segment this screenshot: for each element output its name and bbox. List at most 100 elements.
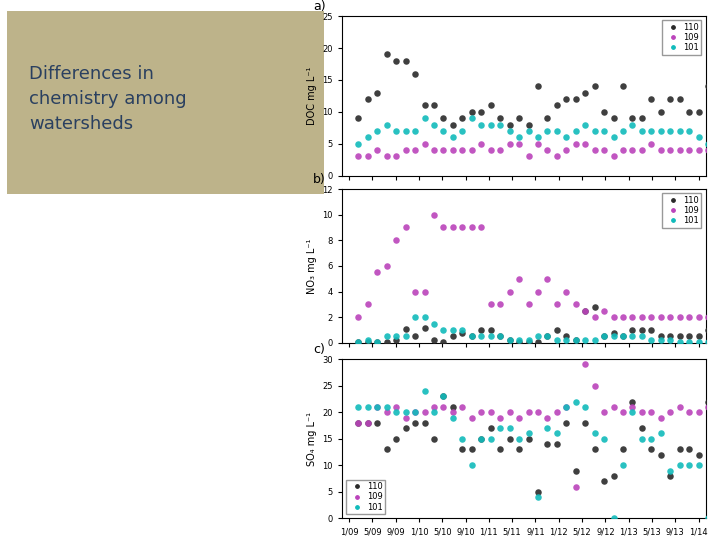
Point	[646, 94, 657, 103]
Point	[702, 313, 714, 321]
Point	[495, 445, 506, 454]
Point	[456, 434, 468, 443]
Point	[580, 89, 591, 97]
Point	[523, 429, 534, 438]
Point	[598, 332, 610, 341]
Point	[702, 403, 714, 411]
Point	[561, 403, 572, 411]
Point	[608, 313, 619, 321]
Point	[390, 126, 402, 135]
Point	[665, 126, 676, 135]
Point	[362, 300, 374, 309]
Point	[561, 287, 572, 296]
Point	[419, 313, 431, 321]
Point	[456, 328, 468, 337]
Point	[580, 307, 591, 315]
Point	[646, 313, 657, 321]
Point	[665, 146, 676, 154]
Y-axis label: DOC mg L⁻¹: DOC mg L⁻¹	[307, 66, 317, 125]
Point	[532, 338, 544, 346]
Point	[438, 392, 449, 401]
Point	[504, 126, 516, 135]
Point	[513, 338, 525, 346]
Point	[693, 461, 704, 470]
Point	[466, 445, 477, 454]
Legend: 110, 109, 101: 110, 109, 101	[662, 21, 701, 55]
Point	[541, 114, 553, 123]
Point	[400, 408, 411, 416]
Point	[475, 120, 487, 129]
Point	[523, 336, 534, 345]
Point	[693, 107, 704, 116]
Point	[702, 338, 714, 346]
Point	[693, 332, 704, 341]
Point	[513, 445, 525, 454]
Point	[372, 126, 383, 135]
Point	[466, 413, 477, 422]
Point	[419, 114, 431, 123]
Point	[589, 302, 600, 311]
Point	[608, 514, 619, 523]
Point	[362, 336, 374, 345]
Point	[438, 114, 449, 123]
Point	[381, 338, 392, 346]
Point	[683, 445, 695, 454]
Point	[523, 152, 534, 161]
Point	[636, 408, 648, 416]
Point	[390, 236, 402, 245]
Point	[390, 332, 402, 341]
Point	[580, 120, 591, 129]
Point	[598, 107, 610, 116]
Point	[475, 326, 487, 334]
Point	[674, 313, 685, 321]
Point	[485, 424, 497, 433]
Point	[655, 126, 667, 135]
Point	[608, 152, 619, 161]
Point	[419, 418, 431, 427]
Point	[428, 120, 440, 129]
Point	[466, 332, 477, 341]
Point	[674, 146, 685, 154]
Legend: 110, 109, 101: 110, 109, 101	[662, 193, 701, 228]
Point	[447, 326, 459, 334]
Point	[646, 445, 657, 454]
Point	[410, 418, 421, 427]
Point	[636, 434, 648, 443]
Point	[598, 126, 610, 135]
Point	[381, 120, 392, 129]
Point	[617, 126, 629, 135]
Point	[495, 424, 506, 433]
Point	[410, 408, 421, 416]
Point	[598, 332, 610, 341]
Point	[428, 146, 440, 154]
Point	[438, 146, 449, 154]
Point	[626, 120, 638, 129]
Point	[580, 139, 591, 148]
Point	[674, 126, 685, 135]
Point	[589, 313, 600, 321]
Point	[362, 152, 374, 161]
Point	[532, 287, 544, 296]
Point	[410, 332, 421, 341]
Point	[646, 126, 657, 135]
Point	[551, 126, 562, 135]
Point	[598, 146, 610, 154]
Point	[495, 146, 506, 154]
Point	[495, 413, 506, 422]
Point	[551, 408, 562, 416]
Point	[532, 82, 544, 91]
Text: a): a)	[313, 0, 325, 13]
Point	[466, 223, 477, 232]
Point	[513, 139, 525, 148]
Point	[513, 133, 525, 141]
Point	[353, 403, 364, 411]
Point	[419, 139, 431, 148]
Y-axis label: SO₄ mg L⁻¹: SO₄ mg L⁻¹	[307, 411, 317, 465]
Point	[438, 392, 449, 401]
Point	[702, 397, 714, 406]
Point	[428, 403, 440, 411]
Point	[390, 403, 402, 411]
Point	[381, 332, 392, 341]
Point	[665, 408, 676, 416]
Point	[428, 101, 440, 110]
